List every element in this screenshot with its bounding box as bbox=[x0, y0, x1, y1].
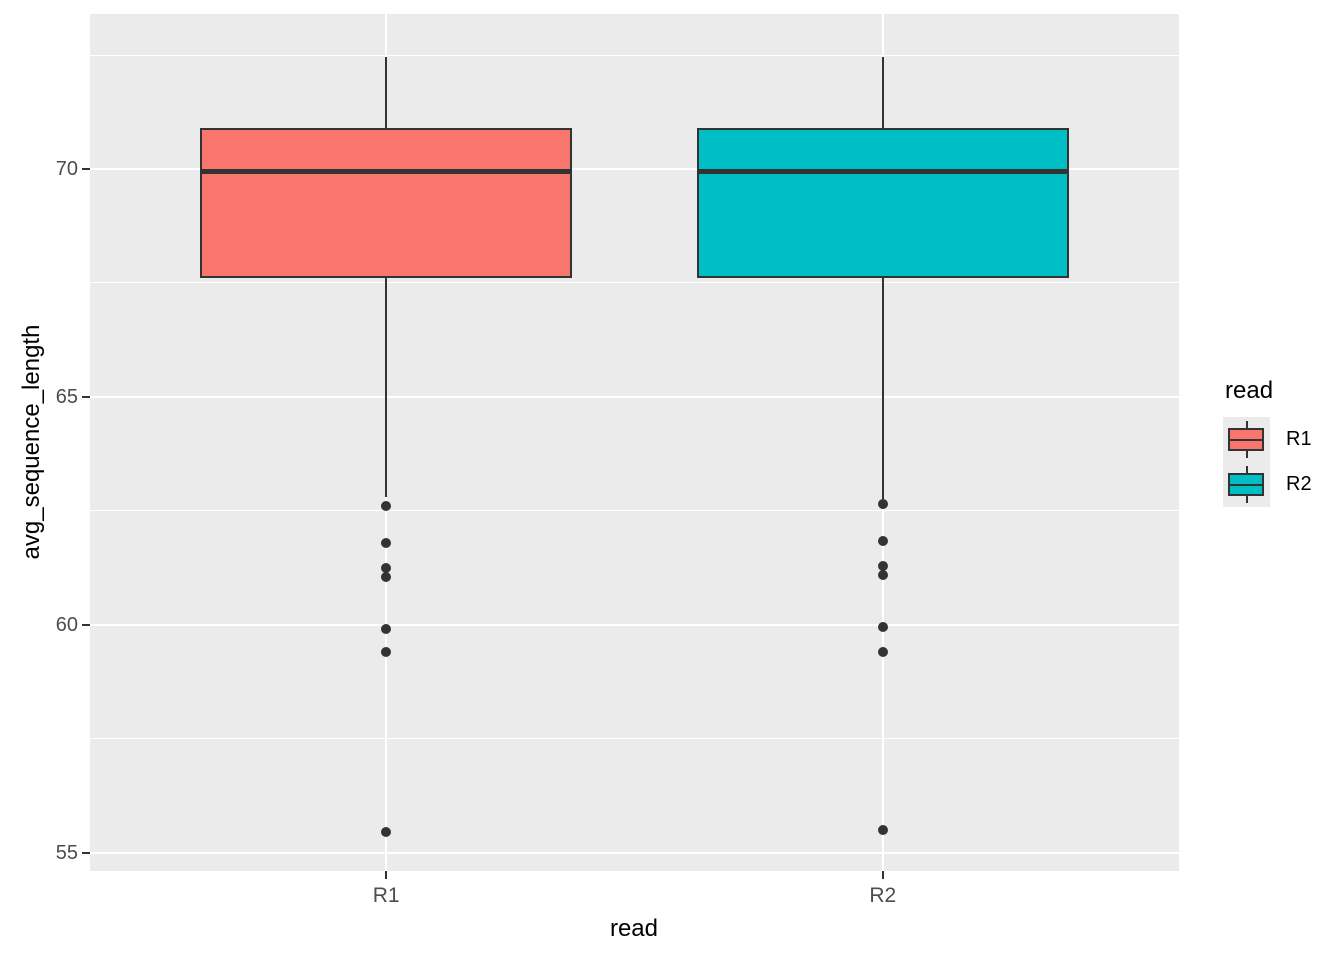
legend-entry-R1: R1 bbox=[1223, 417, 1312, 462]
y-tick-mark bbox=[82, 395, 90, 398]
outlier-point-R2 bbox=[877, 569, 888, 580]
outlier-point-R1 bbox=[381, 647, 392, 658]
outlier-point-R2 bbox=[877, 499, 888, 510]
boxplot-lower-whisker-R1 bbox=[385, 278, 388, 498]
outlier-point-R2 bbox=[877, 824, 888, 835]
legend-entry-R2: R2 bbox=[1223, 462, 1312, 507]
gridline-minor-y bbox=[90, 738, 1179, 740]
x-axis-title: read bbox=[609, 915, 659, 942]
y-tick-label: 65 bbox=[55, 385, 78, 408]
legend-entries: R1 R2 bbox=[1223, 417, 1312, 507]
gridline-major-y bbox=[90, 851, 1179, 854]
outlier-point-R1 bbox=[381, 624, 392, 635]
plot-panel bbox=[90, 14, 1179, 871]
outlier-point-R2 bbox=[877, 647, 888, 658]
boxplot-median-R1 bbox=[200, 168, 573, 174]
legend-key-median-line bbox=[1230, 438, 1262, 441]
boxplot-median-R2 bbox=[696, 168, 1069, 174]
x-tick-mark bbox=[385, 871, 388, 879]
legend-key-R2 bbox=[1223, 462, 1270, 507]
y-axis-title: avg_sequence_length bbox=[18, 324, 45, 560]
boxplot-box-R1 bbox=[200, 127, 573, 279]
legend-key-box-glyph bbox=[1228, 473, 1264, 496]
x-tick-mark bbox=[881, 871, 884, 879]
gridline-minor-y bbox=[90, 282, 1179, 284]
boxplot-upper-whisker-R1 bbox=[385, 57, 388, 128]
x-tick-label: R2 bbox=[869, 884, 897, 907]
outlier-point-R1 bbox=[381, 571, 392, 582]
outlier-point-R1 bbox=[381, 562, 392, 573]
y-tick-mark bbox=[82, 851, 90, 854]
outlier-point-R1 bbox=[381, 827, 392, 838]
outlier-point-R2 bbox=[877, 560, 888, 571]
y-tick-label: 55 bbox=[55, 841, 78, 864]
x-tick-label: R1 bbox=[372, 884, 400, 907]
legend-key-box-glyph bbox=[1228, 428, 1264, 451]
outlier-point-R1 bbox=[381, 537, 392, 548]
legend: read R1 R2 bbox=[1223, 377, 1312, 507]
legend-key-R1 bbox=[1223, 417, 1270, 462]
legend-key-median-line bbox=[1230, 483, 1262, 486]
gridline-minor-y bbox=[90, 54, 1179, 56]
legend-title: read bbox=[1225, 377, 1274, 404]
y-tick-mark bbox=[82, 623, 90, 626]
boxplot-box-R2 bbox=[696, 127, 1069, 279]
gridline-major-y bbox=[90, 623, 1179, 626]
outlier-point-R2 bbox=[877, 622, 888, 633]
outlier-point-R2 bbox=[877, 535, 888, 546]
outlier-point-R1 bbox=[381, 501, 392, 512]
boxplot-lower-whisker-R2 bbox=[881, 278, 884, 500]
y-tick-label: 70 bbox=[55, 157, 78, 180]
y-tick-mark bbox=[82, 167, 90, 170]
legend-label-R2: R2 bbox=[1286, 473, 1312, 495]
legend-label-R1: R1 bbox=[1286, 428, 1312, 450]
gridline-major-y bbox=[90, 395, 1179, 398]
boxplot-upper-whisker-R2 bbox=[881, 57, 884, 128]
y-tick-label: 60 bbox=[55, 613, 78, 636]
gridline-minor-y bbox=[90, 510, 1179, 512]
gridline-major-y bbox=[90, 167, 1179, 170]
